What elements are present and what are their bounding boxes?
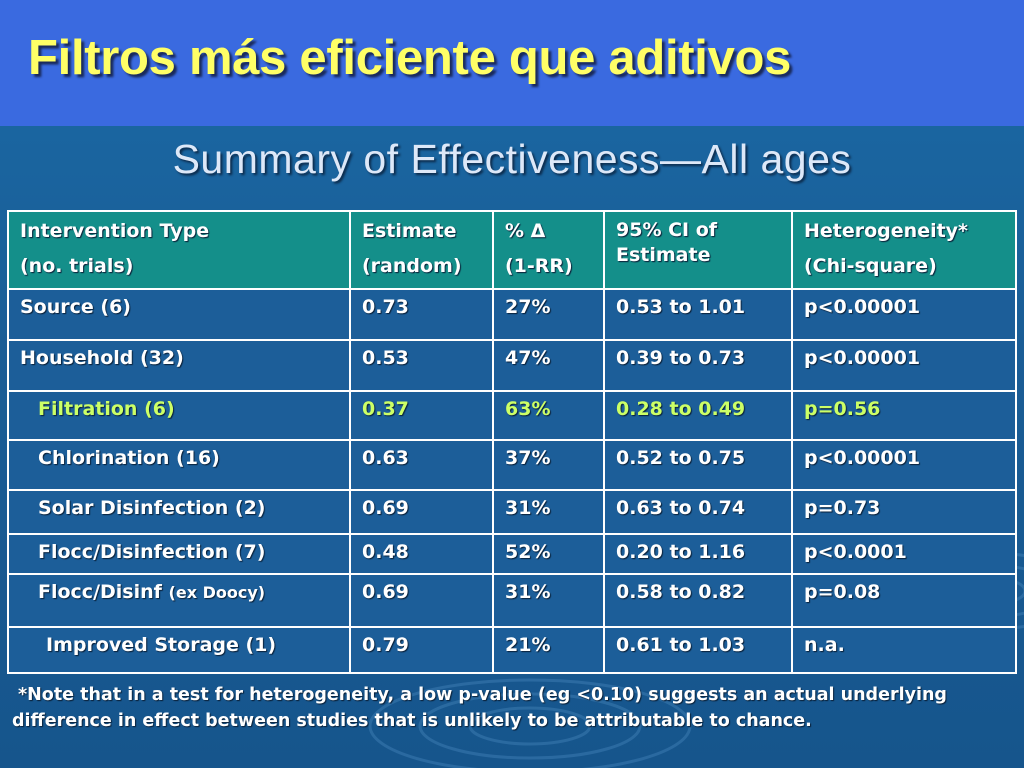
header-line: (random) (362, 255, 462, 277)
cell-percent-delta: 31% (492, 489, 605, 535)
cell-intervention-type: Flocc/Disinfection (7) (7, 533, 351, 575)
cell-intervention-type: Chlorination (16) (7, 439, 351, 491)
cell-percent-delta: 31% (492, 573, 605, 628)
cell-confidence-interval: 0.53 to 1.01 (603, 288, 793, 341)
table-row: Improved Storage (1) 0.79 21% 0.61 to 1.… (7, 626, 1017, 674)
header-line: 95% CI of Estimate (616, 219, 718, 266)
header-line: (1-RR) (505, 255, 573, 277)
table-header-row: Intervention Type (no. trials) Estimate … (7, 210, 1017, 290)
footnote-text: *Note that in a test for heterogeneity, … (12, 685, 947, 731)
table-row: Household (32) 0.53 47% 0.39 to 0.73 p<0… (7, 339, 1017, 392)
table-row: Flocc/Disinfection (7) 0.48 52% 0.20 to … (7, 533, 1017, 575)
header-line: Heterogeneity* (804, 220, 968, 242)
effectiveness-table: Intervention Type (no. trials) Estimate … (7, 210, 1017, 674)
cell-confidence-interval: 0.52 to 0.75 (603, 439, 793, 491)
table-row: Flocc/Disinf (ex Doocy) 0.69 31% 0.58 to… (7, 573, 1017, 628)
cell-estimate: 0.63 (349, 439, 494, 491)
cell-confidence-interval: 0.63 to 0.74 (603, 489, 793, 535)
cell-confidence-interval: 0.61 to 1.03 (603, 626, 793, 674)
cell-percent-delta: 52% (492, 533, 605, 575)
cell-heterogeneity: n.a. (791, 626, 1017, 674)
cell-estimate: 0.73 (349, 288, 494, 341)
cell-intervention-type: Improved Storage (1) (7, 626, 351, 674)
header-line: (no. trials) (20, 255, 134, 277)
cell-percent-delta: 63% (492, 390, 605, 441)
cell-heterogeneity: p<0.00001 (791, 439, 1017, 491)
cell-percent-delta: 27% (492, 288, 605, 341)
cell-heterogeneity: p=0.08 (791, 573, 1017, 628)
slide-subtitle: Summary of Effectiveness—All ages (172, 136, 852, 182)
cell-percent-delta: 37% (492, 439, 605, 491)
table-row: Solar Disinfection (2) 0.69 31% 0.63 to … (7, 489, 1017, 535)
cell-estimate: 0.69 (349, 489, 494, 535)
cell-intervention-type: Solar Disinfection (2) (7, 489, 351, 535)
footnote: *Note that in a test for heterogeneity, … (12, 682, 1017, 734)
cell-confidence-interval: 0.39 to 0.73 (603, 339, 793, 392)
header-heterogeneity: Heterogeneity* (Chi-square) (791, 210, 1017, 290)
header-confidence-interval: 95% CI of Estimate (603, 210, 793, 290)
cell-estimate: 0.79 (349, 626, 494, 674)
intervention-label: Flocc/Disinf (38, 581, 162, 603)
cell-intervention-type: Source (6) (7, 288, 351, 341)
cell-percent-delta: 47% (492, 339, 605, 392)
cell-heterogeneity: p<0.00001 (791, 339, 1017, 392)
cell-confidence-interval: 0.58 to 0.82 (603, 573, 793, 628)
header-line: Intervention Type (20, 220, 210, 242)
cell-intervention-type: Filtration (6) (7, 390, 351, 441)
header-line: Estimate (362, 220, 457, 242)
header-line: % Δ (505, 220, 546, 242)
header-intervention-type: Intervention Type (no. trials) (7, 210, 351, 290)
table-row: Source (6) 0.73 27% 0.53 to 1.01 p<0.000… (7, 288, 1017, 341)
cell-heterogeneity: p<0.00001 (791, 288, 1017, 341)
header-line: (Chi-square) (804, 255, 937, 277)
cell-heterogeneity: p=0.73 (791, 489, 1017, 535)
cell-heterogeneity: p<0.0001 (791, 533, 1017, 575)
table-row: Chlorination (16) 0.63 37% 0.52 to 0.75 … (7, 439, 1017, 491)
header-estimate: Estimate (random) (349, 210, 494, 290)
cell-estimate: 0.69 (349, 573, 494, 628)
cell-estimate: 0.37 (349, 390, 494, 441)
cell-confidence-interval: 0.28 to 0.49 (603, 390, 793, 441)
cell-intervention-type: Household (32) (7, 339, 351, 392)
title-band (0, 0, 1024, 126)
cell-percent-delta: 21% (492, 626, 605, 674)
cell-estimate: 0.48 (349, 533, 494, 575)
cell-heterogeneity: p=0.56 (791, 390, 1017, 441)
cell-intervention-type: Flocc/Disinf (ex Doocy) (7, 573, 351, 628)
header-percent-delta: % Δ (1-RR) (492, 210, 605, 290)
intervention-note: (ex Doocy) (168, 583, 266, 602)
table-row-highlighted: Filtration (6) 0.37 63% 0.28 to 0.49 p=0… (7, 390, 1017, 441)
slide-title: Filtros más eficiente que aditivos (28, 31, 792, 85)
cell-estimate: 0.53 (349, 339, 494, 392)
cell-confidence-interval: 0.20 to 1.16 (603, 533, 793, 575)
